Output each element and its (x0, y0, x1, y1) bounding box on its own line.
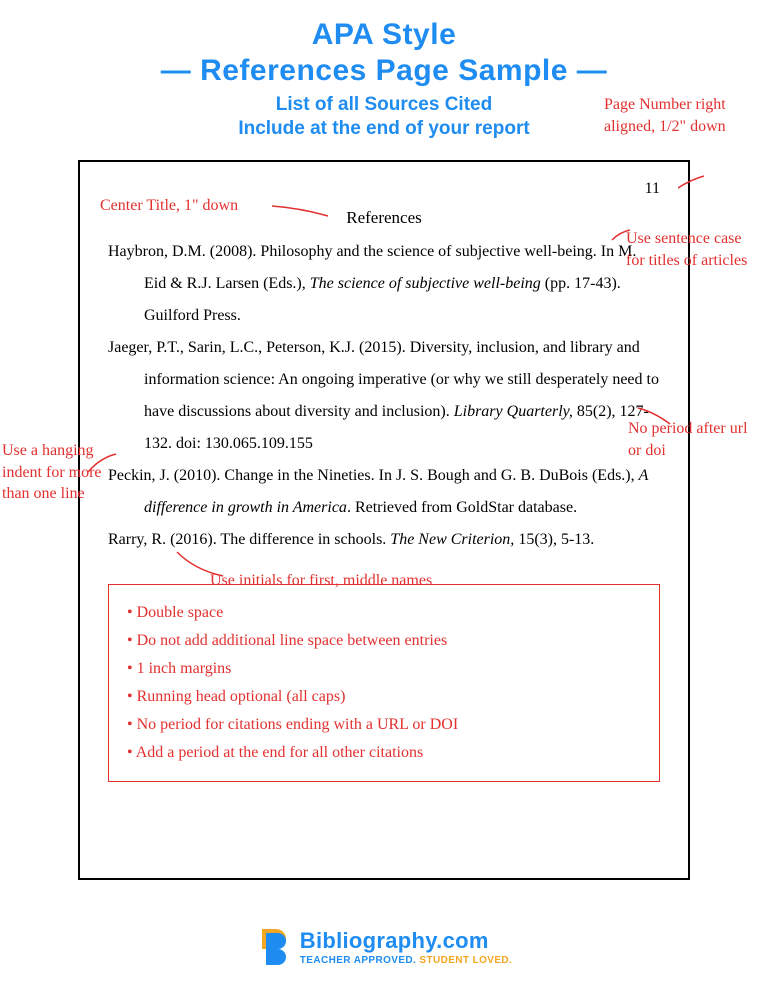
tip-line: • Running head optional (all caps) (127, 683, 641, 711)
sample-page: 11 References Haybron, D.M. (2008). Phil… (78, 160, 690, 880)
tips-box: • Double space• Do not add additional li… (108, 584, 660, 782)
tagline-part2: STUDENT LOVED. (419, 955, 512, 966)
tip-line: • Double space (127, 599, 641, 627)
footer: Bibliography.com TEACHER APPROVED. STUDE… (0, 927, 768, 972)
annotation-page-number: Page Number right aligned, 1/2" down (604, 94, 754, 137)
references-entries: Haybron, D.M. (2008). Philosophy and the… (108, 236, 660, 556)
footer-brand: Bibliography.com TEACHER APPROVED. STUDE… (256, 927, 512, 967)
brand-tagline: TEACHER APPROVED. STUDENT LOVED. (300, 955, 512, 966)
annotation-hanging-indent: Use a hanging indent for more than one l… (2, 440, 107, 505)
tip-line: • Do not add additional line space betwe… (127, 627, 641, 655)
brand-logo-icon (256, 927, 290, 967)
brand-name: Bibliography.com (300, 928, 512, 954)
tip-line: • No period for citations ending with a … (127, 711, 641, 739)
tip-line: • 1 inch margins (127, 655, 641, 683)
reference-entry: Peckin, J. (2010). Change in the Ninetie… (108, 460, 660, 524)
annotation-no-period: No period after url or doi (628, 418, 748, 461)
annotation-initials: Use initials for first, middle names (210, 570, 432, 592)
reference-entry: Jaeger, P.T., Sarin, L.C., Peterson, K.J… (108, 332, 660, 460)
reference-entry: Haybron, D.M. (2008). Philosophy and the… (108, 236, 660, 332)
main-title-line2: — References Page Sample — (0, 54, 768, 88)
reference-entry: Rarry, R. (2016). The difference in scho… (108, 524, 660, 556)
annotation-sentence-case: Use sentence case for titles of articles (626, 228, 761, 271)
main-title-line1: APA Style (0, 18, 768, 52)
tip-line: • Add a period at the end for all other … (127, 739, 641, 767)
tagline-part1: TEACHER APPROVED. (300, 955, 420, 966)
annotation-center-title: Center Title, 1" down (100, 195, 238, 217)
footer-text: Bibliography.com TEACHER APPROVED. STUDE… (300, 928, 512, 966)
